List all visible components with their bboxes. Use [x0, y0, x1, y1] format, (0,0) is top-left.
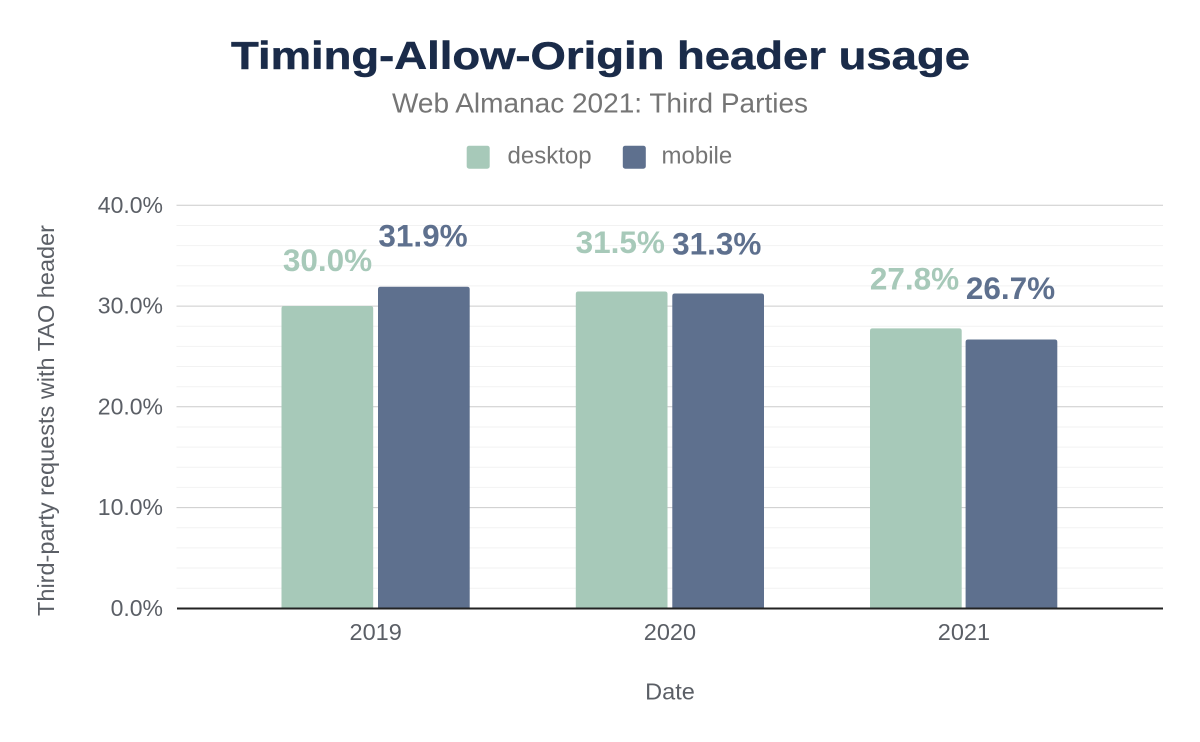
svg-text:mobile: mobile [662, 143, 733, 170]
svg-text:0.0%: 0.0% [111, 595, 163, 621]
svg-text:2019: 2019 [350, 619, 402, 645]
svg-text:40.0%: 40.0% [98, 192, 163, 218]
svg-text:2021: 2021 [938, 619, 990, 645]
svg-text:31.3%: 31.3% [672, 226, 761, 262]
svg-text:desktop: desktop [508, 143, 592, 170]
svg-text:31.5%: 31.5% [576, 224, 665, 260]
svg-text:Timing-Allow-Origin header usa: Timing-Allow-Origin header usage [231, 35, 970, 78]
svg-text:Third-party requests with TAO: Third-party requests with TAO header [33, 225, 59, 616]
svg-text:30.0%: 30.0% [283, 242, 372, 278]
svg-text:2020: 2020 [644, 619, 696, 645]
svg-text:27.8%: 27.8% [870, 261, 959, 297]
svg-text:26.7%: 26.7% [966, 270, 1055, 306]
svg-text:30.0%: 30.0% [98, 293, 163, 319]
svg-text:Web Almanac 2021: Third Partie: Web Almanac 2021: Third Parties [392, 88, 808, 119]
svg-text:20.0%: 20.0% [98, 393, 163, 419]
svg-text:10.0%: 10.0% [98, 494, 163, 520]
svg-text:31.9%: 31.9% [378, 217, 467, 253]
svg-text:Date: Date [645, 679, 695, 705]
